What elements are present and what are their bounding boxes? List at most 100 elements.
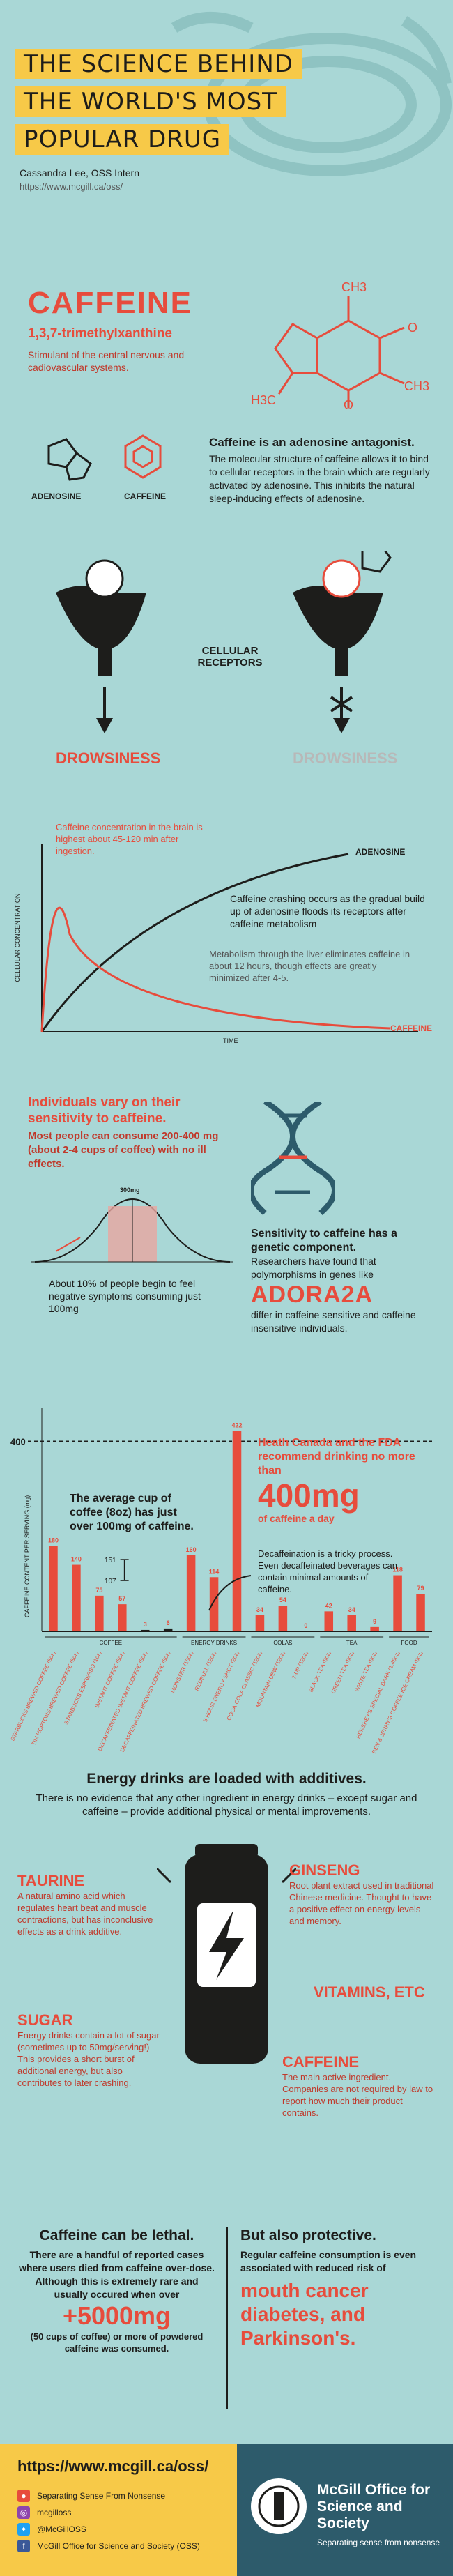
bar-value-label-11: 54 [279, 1596, 286, 1603]
blog-icon: ● [17, 2490, 30, 2502]
drowsiness-left: DROWSINESS [56, 749, 161, 767]
bar-7 [186, 1555, 196, 1631]
taurine-body: A natural amino acid which regulates hea… [17, 1891, 153, 1937]
category-label-12: 7-UP (12oz) [291, 1650, 309, 1680]
caffeine-block-body: The main active ingredient. Companies ar… [282, 2072, 433, 2118]
sensitivity-text: Individuals vary on their sensitivity to… [28, 1095, 230, 1171]
footer-link-facebook[interactable]: f McGill Office for Science and Society (… [17, 2540, 227, 2552]
antagonist-section: ADENOSINE CAFFEINE Caffeine is an adenos… [0, 432, 453, 837]
group-label-3: COLAS [273, 1640, 292, 1646]
footer-link-facebook-label: McGill Office for Science and Society (O… [37, 2541, 200, 2551]
limit-value: 400mg [258, 1477, 360, 1514]
category-label-15: WHITE TEA (8oz) [353, 1650, 378, 1693]
divider [227, 2227, 228, 2409]
footer-link-instagram[interactable]: ◎ mcgilloss [17, 2506, 227, 2519]
genetic-body: Researchers have found that polymorphism… [251, 1256, 376, 1280]
energy-body: There is no evidence that any other ingr… [36, 1792, 417, 1817]
category-label-8: REDBULL (12oz) [194, 1650, 217, 1692]
oss-branding: McGill Office for Science and Society Se… [237, 2444, 453, 2576]
concentration-ylabel: CELLULAR CONCENTRATION [14, 893, 21, 982]
taurine-block: TAURINE A natural amino acid which regul… [17, 1872, 164, 1937]
category-label-13: BLACK TEA (8oz) [307, 1650, 332, 1693]
antagonist-heading: Caffeine is an adenosine antagonist. [209, 436, 415, 449]
distribution-curve [31, 1198, 233, 1263]
title-line-1: THE SCIENCE BEHIND [15, 49, 302, 79]
bar-6 [163, 1628, 173, 1631]
footer-link-blog-label: Separating Sense From Nonsense [37, 2491, 166, 2501]
footer-link-instagram-label: mcgilloss [37, 2508, 72, 2517]
limit-suffix: of caffeine a day [258, 1513, 335, 1524]
antagonist-body: The molecular structure of caffeine allo… [209, 453, 430, 504]
crash-note: Caffeine crashing occurs as the gradual … [230, 893, 425, 929]
bar-value-label-1: 180 [48, 1537, 59, 1544]
author: Cassandra Lee, OSS Intern [20, 167, 139, 178]
decaf-note: Decaffeination is a tricky process. Even… [258, 1548, 397, 1594]
lethal-amount: +5000mg [62, 2301, 171, 2330]
category-label-5: DECAFFEINATED INSTANT COFFEE (8oz) [97, 1650, 149, 1752]
genetic-text: Sensitivity to caffeine has a genetic co… [251, 1227, 432, 1335]
energy-can-icon [157, 1844, 296, 2064]
bar-17 [416, 1594, 425, 1631]
bar-5 [140, 1629, 150, 1631]
title-line-2: THE WORLD'S MOST [15, 86, 286, 117]
title-line-3: POPULAR DRUG [15, 124, 230, 155]
page-title: THE SCIENCE BEHIND THE WORLD'S MOST POPU… [15, 49, 302, 162]
lethal-heading: Caffeine can be lethal. [39, 2227, 194, 2243]
dna-icon [251, 1102, 335, 1216]
facebook-icon: f [17, 2540, 30, 2552]
caffeine-small-molecule-icon [124, 434, 162, 479]
lethal-body: There are a handful of reported cases wh… [19, 2249, 215, 2300]
group-label-1: COFFEE [100, 1640, 122, 1646]
bar-16 [393, 1575, 402, 1631]
category-label-7: MONSTER (16oz) [169, 1650, 194, 1694]
category-label-1: STARBUCKS BREWED COFFEE (8oz) [10, 1650, 57, 1742]
gene-name: ADORA2A [251, 1281, 374, 1308]
concentration-chart [40, 844, 418, 1032]
protective-body: Regular caffeine consumption is even ass… [240, 2249, 417, 2273]
footer: https://www.mcgill.ca/oss/ ● Separating S… [0, 2444, 453, 2576]
y-tick-label: 400 [10, 1436, 26, 1447]
protective-item-2: diabetes, and [240, 2303, 365, 2325]
adenosine-label: ADENOSINE [31, 491, 82, 501]
footer-links: ● Separating Sense From Nonsense ◎ mcgillo… [17, 2485, 227, 2556]
ch3-right-label: CH3 [404, 379, 429, 393]
bar-3 [95, 1595, 104, 1631]
bar-value-label-5: 3 [144, 1621, 147, 1628]
ginseng-body: Root plant extract used in traditional C… [289, 1880, 434, 1926]
category-label-6: DECAFFEINATED BREWED COFFEE (8oz) [119, 1650, 171, 1753]
curve-label: 300mg [120, 1187, 140, 1194]
bar-value-label-4: 57 [118, 1595, 125, 1602]
bar-15 [370, 1626, 379, 1631]
bar-10 [255, 1615, 265, 1631]
category-label-16: HERSHEY'S SPECIAL DARK (1.45oz) [355, 1650, 401, 1740]
bar-value-label-7: 160 [186, 1546, 197, 1553]
lethal-block: Caffeine can be lethal. There are a hand… [17, 2227, 216, 2354]
drowsiness-right: DROWSINESS [293, 749, 398, 767]
average-high-label: 151 [105, 1557, 116, 1564]
header-url[interactable]: https://www.mcgill.ca/oss/ [20, 181, 123, 192]
concentration-section: Caffeine concentration in the brain is h… [0, 816, 453, 1053]
caffeine-content-chart-section: 400 CAFFEINE CONTENT PER SERVING (mg) 180 S… [0, 1387, 453, 1764]
coffee-cup-illustration [171, 12, 452, 176]
lethal-tail: (50 cups of coffee) or more of powdered … [30, 2331, 204, 2354]
bar-2 [72, 1564, 81, 1631]
bar-1 [49, 1546, 58, 1631]
footer-link-twitter[interactable]: ✦ @McGillOSS [17, 2523, 227, 2536]
lethal-protective-section: Caffeine can be lethal. There are a hand… [0, 2227, 453, 2451]
bar-value-label-14: 34 [348, 1606, 355, 1613]
vitamins-title: VITAMINS, ETC [314, 1983, 425, 2001]
bar-value-label-8: 114 [209, 1568, 220, 1575]
caffeine-curve [40, 906, 391, 1032]
concentration-xlabel: TIME [223, 1037, 238, 1044]
footer-url[interactable]: https://www.mcgill.ca/oss/ [17, 2457, 209, 2475]
footer-link-blog[interactable]: ● Separating Sense From Nonsense [17, 2490, 227, 2502]
h3c-label: H3C [251, 393, 276, 407]
health-canada-note: Heath Canada and the FDA recommend drink… [258, 1436, 432, 1524]
caffeine-title: CAFFEINE [28, 286, 192, 320]
caffeine-content-bar-chart: 400 CAFFEINE CONTENT PER SERVING (mg) 180 S… [10, 1408, 432, 1755]
antagonist-text: Caffeine is an adenosine antagonist. The… [209, 436, 432, 505]
metabolism-note: Metabolism through the liver eliminates … [209, 949, 410, 983]
caffeine-molecule-icon: CH3 CH3 H3C O O [251, 280, 429, 411]
bar-11 [278, 1606, 288, 1631]
